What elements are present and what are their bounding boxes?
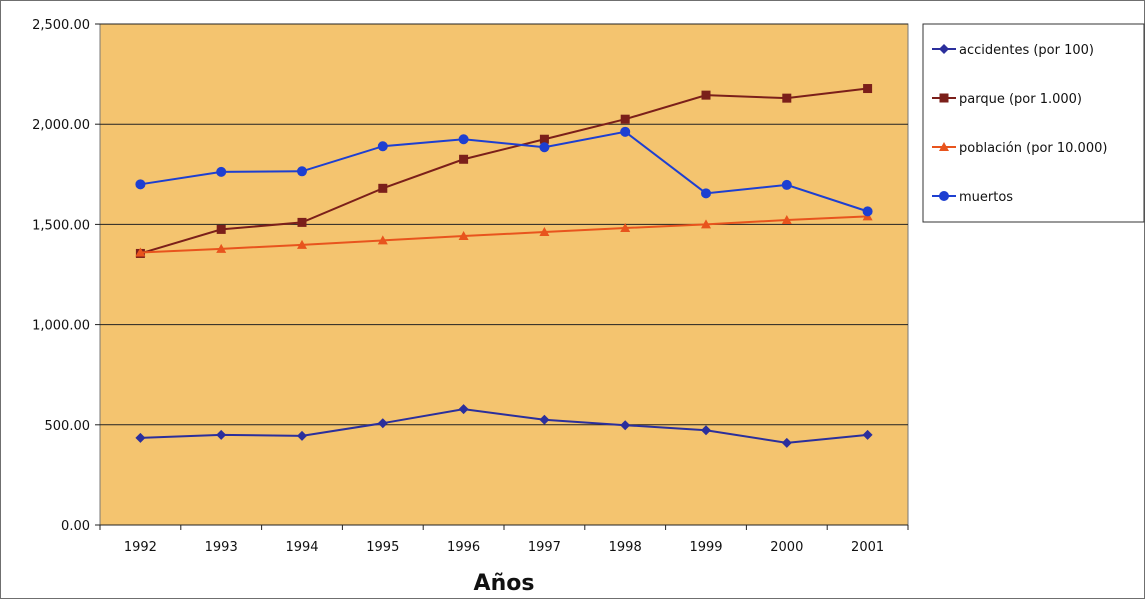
data-point [459, 154, 469, 164]
data-point [216, 429, 227, 440]
data-point [539, 414, 550, 425]
data-point [539, 134, 549, 144]
x-axis-label: Años [474, 571, 535, 596]
data-point [378, 183, 388, 193]
data-point [216, 224, 226, 234]
y-axis-tick-labels: 0.00 500.00 1,000.00 1,500.00 2,000.00 2,500.… [32, 18, 90, 534]
x-tick-label: 2000 [770, 540, 803, 555]
data-point [862, 206, 873, 217]
legend-label: accidentes (por 100) [959, 43, 1094, 58]
data-point [781, 179, 792, 190]
x-tick-label: 1998 [609, 540, 642, 555]
data-point [539, 227, 550, 237]
legend: accidentes (por 100) parque (por 1.000) po… [922, 23, 1145, 223]
data-point [701, 188, 711, 199]
legend-label: parque (por 1.000) [959, 92, 1082, 107]
series-line [140, 130, 868, 213]
y-tick-label: 1,500.00 [32, 218, 90, 233]
data-point [135, 179, 146, 190]
data-point [620, 126, 631, 137]
data-point [297, 239, 307, 249]
data-point [620, 420, 631, 431]
y-tick-label: 2,500.00 [32, 18, 90, 33]
legend-marker [939, 191, 949, 201]
data-point [458, 134, 469, 145]
data-point [701, 219, 711, 229]
series-circle [135, 126, 873, 217]
data-point [297, 166, 307, 177]
gridlines [95, 23, 909, 530]
data-point [458, 231, 469, 241]
data-point [862, 429, 873, 440]
data-point [701, 425, 711, 436]
series-diamond [135, 404, 873, 448]
x-axis-tick-labels: 1992 1993 1994 1995 1996 1997 1998 1999 2000 2001 [124, 540, 884, 555]
data-point [377, 418, 388, 429]
legend-box [922, 23, 1145, 223]
data-point [701, 90, 711, 100]
data-point [781, 214, 792, 224]
y-tick-label: 500.00 [45, 419, 91, 434]
series-line [140, 408, 868, 444]
data-point [297, 430, 307, 441]
data-point [781, 437, 792, 448]
data-point [377, 141, 388, 152]
data-point [539, 142, 550, 153]
data-point [297, 217, 307, 227]
series-line [140, 87, 868, 255]
x-tick-label: 1993 [205, 540, 238, 555]
data-point [458, 404, 469, 415]
data-point [135, 432, 146, 443]
x-tick-label: 2001 [851, 540, 884, 555]
data-point [782, 93, 792, 103]
series-square [135, 84, 873, 258]
data-point [216, 243, 227, 253]
legend-marker [939, 93, 949, 103]
data-point [620, 114, 630, 124]
data-point [620, 223, 631, 233]
x-tick-label: 1997 [528, 540, 561, 555]
data-point [863, 84, 873, 94]
y-tick-label: 2,000.00 [32, 118, 90, 133]
x-tick-label: 1994 [285, 540, 318, 555]
data-point [216, 166, 227, 177]
x-tick-label: 1992 [124, 540, 157, 555]
series-layer [135, 84, 873, 448]
legend-label: población (por 10.000) [959, 141, 1107, 156]
legend-marker [939, 44, 949, 54]
legend-label: muertos [959, 190, 1013, 205]
data-point [377, 235, 388, 245]
legend-marker [939, 142, 949, 151]
series-line [140, 215, 868, 254]
y-tick-label: 1,000.00 [32, 319, 90, 334]
data-point [135, 247, 146, 257]
x-tick-label: 1999 [689, 540, 722, 555]
x-tick-label: 1995 [366, 540, 399, 555]
y-tick-label: 0.00 [61, 519, 90, 534]
x-tick-label: 1996 [447, 540, 480, 555]
